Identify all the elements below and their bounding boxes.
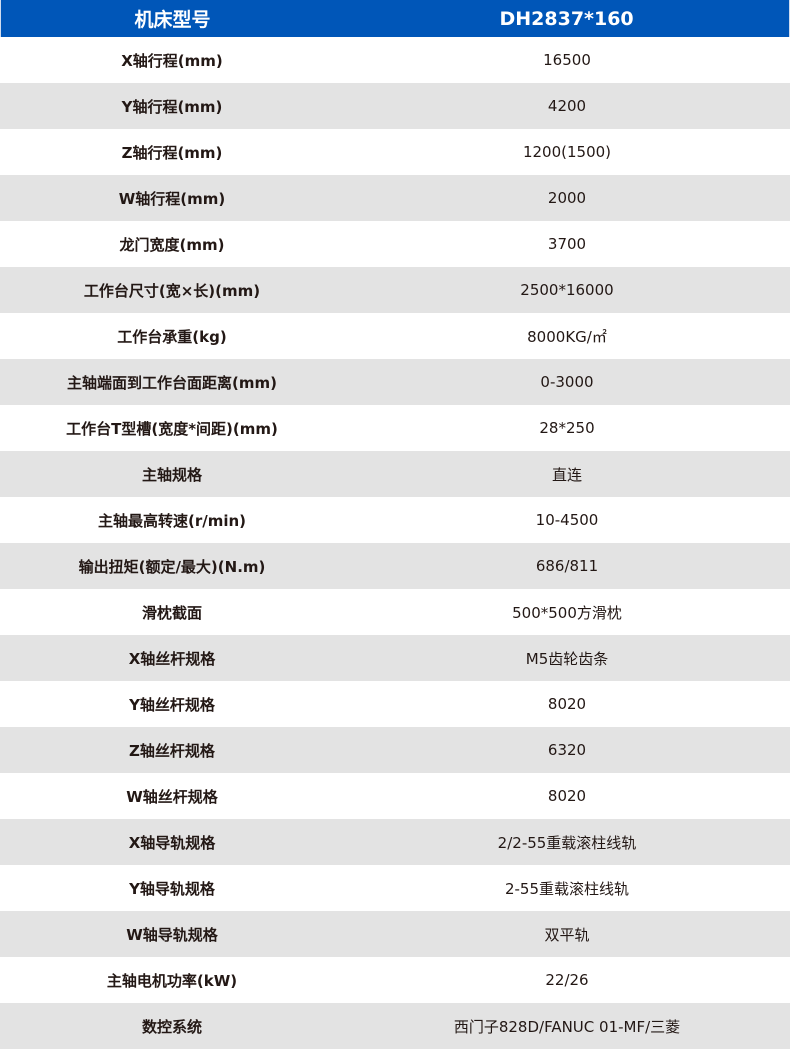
spec-value: 1200(1500) — [522, 143, 612, 161]
table-row: 主轴最高转速(r/min) 10-4500 — [0, 497, 790, 543]
header-model: DH2837*160 — [499, 7, 634, 30]
spec-label: X轴导轨规格 — [128, 833, 216, 852]
table-row: W轴丝杆规格 8020 — [0, 773, 790, 819]
table-row: Y轴导轨规格 2-55重载滚柱线轨 — [0, 865, 790, 911]
spec-label: Y轴丝杆规格 — [129, 695, 215, 714]
table-row: 数控系统 西门子828D/FANUC 01-MF/三菱 — [0, 1003, 790, 1049]
table-row: 滑枕截面 500*500方滑枕 — [0, 589, 790, 635]
table-row: 输出扭矩(额定/最大)(N.m) 686/811 — [0, 543, 790, 589]
table-body: X轴行程(mm) 16500 Y轴行程(mm) 4200 Z轴行程(mm) 1200(15… — [0, 37, 790, 1049]
table-row: W轴行程(mm) 2000 — [0, 175, 790, 221]
table-row: W轴导轨规格 双平轨 — [0, 911, 790, 957]
spec-label: 龙门宽度(mm) — [119, 235, 225, 254]
spec-label: Y轴导轨规格 — [129, 879, 215, 898]
spec-value: 2500*16000 — [520, 281, 614, 299]
spec-label: 工作台尺寸(宽×长)(mm) — [83, 281, 261, 300]
spec-value: 22/26 — [545, 971, 589, 989]
spec-value: 4200 — [547, 97, 587, 115]
spec-value: 6320 — [547, 741, 587, 759]
spec-value: 0-3000 — [540, 373, 594, 391]
spec-value: 西门子828D/FANUC 01-MF/三菱 — [453, 1017, 681, 1036]
spec-label: 主轴电机功率(kW) — [106, 971, 238, 990]
spec-label: W轴行程(mm) — [118, 189, 226, 208]
spec-label: X轴丝杆规格 — [128, 649, 216, 668]
spec-value: 500*500方滑枕 — [512, 603, 622, 622]
spec-value: 2/2-55重载滚柱线轨 — [497, 833, 637, 852]
table-row: Z轴丝杆规格 6320 — [0, 727, 790, 773]
spec-label: 数控系统 — [141, 1017, 202, 1036]
spec-value: 8000KG/㎡ — [527, 327, 607, 346]
spec-value: 8020 — [547, 695, 587, 713]
table-header: 机床型号 DH2837*160 — [0, 0, 790, 37]
spec-label: 滑枕截面 — [141, 603, 202, 622]
spec-value: 双平轨 — [544, 925, 590, 944]
table-row: X轴丝杆规格 M5齿轮齿条 — [0, 635, 790, 681]
spec-label: Y轴行程(mm) — [121, 97, 223, 116]
spec-value: 686/811 — [535, 557, 599, 575]
table-row: 龙门宽度(mm) 3700 — [0, 221, 790, 267]
table-row: X轴行程(mm) 16500 — [0, 37, 790, 83]
spec-label: 主轴规格 — [141, 465, 202, 484]
spec-label: Z轴行程(mm) — [121, 143, 223, 162]
table-row: 工作台承重(kg) 8000KG/㎡ — [0, 313, 790, 359]
table-row: Y轴行程(mm) 4200 — [0, 83, 790, 129]
table-row: 主轴端面到工作台面距离(mm) 0-3000 — [0, 359, 790, 405]
spec-label: 工作台承重(kg) — [117, 327, 227, 346]
spec-value: 16500 — [543, 51, 591, 69]
spec-label: X轴行程(mm) — [121, 51, 223, 70]
spec-value: 3700 — [547, 235, 587, 253]
spec-value: 28*250 — [539, 419, 595, 437]
spec-label: 主轴端面到工作台面距离(mm) — [67, 373, 277, 392]
table-row: 工作台T型槽(宽度*间距)(mm) 28*250 — [0, 405, 790, 451]
table-row: 工作台尺寸(宽×长)(mm) 2500*16000 — [0, 267, 790, 313]
table-row: 主轴规格 直连 — [0, 451, 790, 497]
table-row: Y轴丝杆规格 8020 — [0, 681, 790, 727]
header-label: 机床型号 — [134, 9, 211, 31]
spec-value: 直连 — [551, 465, 582, 484]
spec-label: 输出扭矩(额定/最大)(N.m) — [78, 557, 266, 576]
spec-value: 2000 — [547, 189, 587, 207]
spec-label: 工作台T型槽(宽度*间距)(mm) — [66, 419, 278, 438]
spec-value: 8020 — [547, 787, 587, 805]
table-row: Z轴行程(mm) 1200(1500) — [0, 129, 790, 175]
spec-label: W轴导轨规格 — [126, 925, 218, 944]
spec-value: M5齿轮齿条 — [525, 649, 609, 668]
spec-label: 主轴最高转速(r/min) — [97, 511, 247, 530]
spec-label: Z轴丝杆规格 — [129, 741, 215, 760]
table-row: X轴导轨规格 2/2-55重载滚柱线轨 — [0, 819, 790, 865]
spec-value: 10-4500 — [535, 511, 599, 529]
table-row: 主轴电机功率(kW) 22/26 — [0, 957, 790, 1003]
spec-label: W轴丝杆规格 — [126, 787, 218, 806]
spec-value: 2-55重载滚柱线轨 — [504, 879, 630, 898]
